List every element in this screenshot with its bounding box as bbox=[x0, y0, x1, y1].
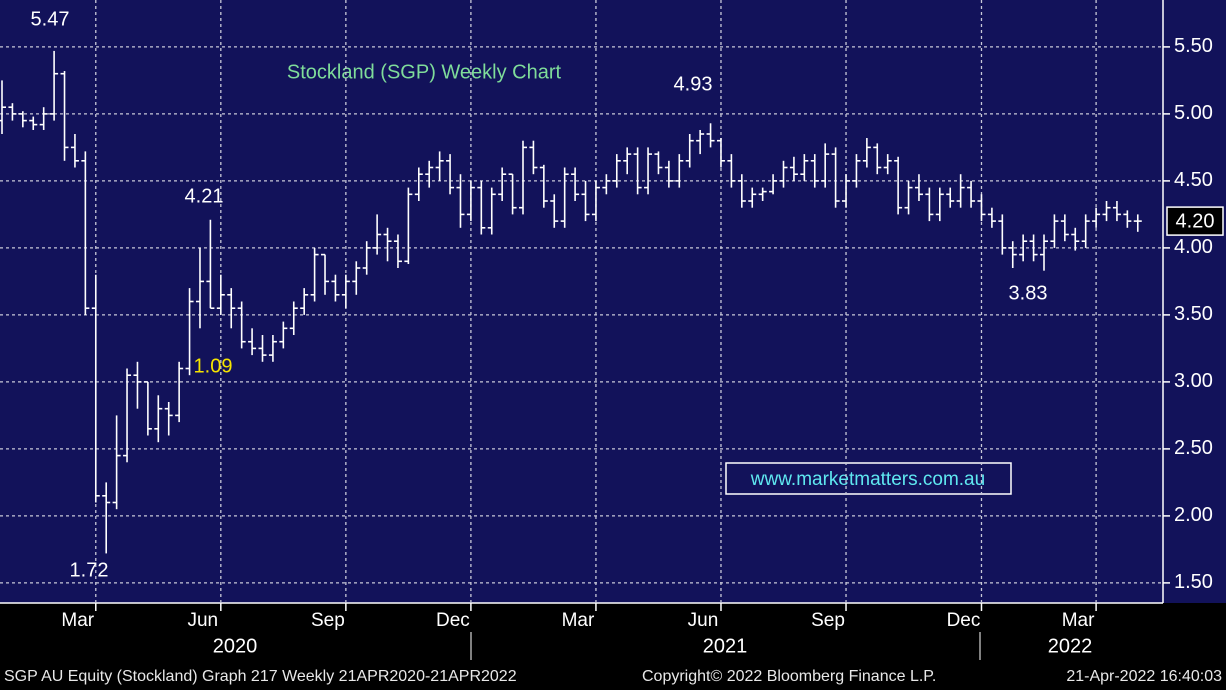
footer-middle: Copyright© 2022 Bloomberg Finance L.P. bbox=[642, 668, 936, 685]
last-value-label: 4.20 bbox=[1176, 210, 1215, 232]
annotation: 4.93 bbox=[674, 73, 713, 95]
y-tick-label: 2.00 bbox=[1174, 504, 1213, 526]
y-tick-label: 1.50 bbox=[1174, 571, 1213, 593]
x-tick-label: Sep bbox=[311, 610, 345, 631]
x-tick-label: Sep bbox=[811, 610, 845, 631]
y-tick-label: 5.50 bbox=[1174, 35, 1213, 57]
annotation: 1.09 bbox=[194, 355, 233, 377]
year-label: 2021 bbox=[703, 635, 748, 657]
y-tick-label: 3.50 bbox=[1174, 303, 1213, 325]
y-tick-label: 5.00 bbox=[1174, 102, 1213, 124]
annotation: 3.83 bbox=[1009, 282, 1048, 304]
year-label: 2022 bbox=[1048, 635, 1093, 657]
x-tick-label: Mar bbox=[562, 610, 595, 631]
y-tick-label: 4.50 bbox=[1174, 169, 1213, 191]
plot-background bbox=[0, 0, 1226, 603]
annotation: 5.47 bbox=[31, 8, 70, 30]
y-tick-label: 2.50 bbox=[1174, 437, 1213, 459]
last-value-box bbox=[1166, 206, 1224, 236]
y-tick-label: 3.00 bbox=[1174, 370, 1213, 392]
watermark-box bbox=[725, 462, 1012, 495]
watermark: www.marketmatters.com.au bbox=[750, 469, 985, 490]
x-tick-label: Mar bbox=[61, 610, 94, 631]
x-tick-label: Dec bbox=[947, 610, 981, 631]
footer-right: 21-Apr-2022 16:40:03 bbox=[1066, 668, 1222, 685]
chart-title: Stockland (SGP) Weekly Chart bbox=[287, 61, 562, 83]
footer-left: SGP AU Equity (Stockland) Graph 217 Week… bbox=[4, 668, 517, 685]
annotation: 4.21 bbox=[185, 185, 224, 207]
annotation: 1.72 bbox=[70, 559, 109, 581]
y-tick-label: 4.00 bbox=[1174, 236, 1213, 258]
x-tick-label: Jun bbox=[688, 610, 719, 631]
x-tick-label: Mar bbox=[1062, 610, 1095, 631]
year-label: 2020 bbox=[213, 635, 258, 657]
x-tick-label: Jun bbox=[187, 610, 218, 631]
x-tick-label: Dec bbox=[436, 610, 470, 631]
